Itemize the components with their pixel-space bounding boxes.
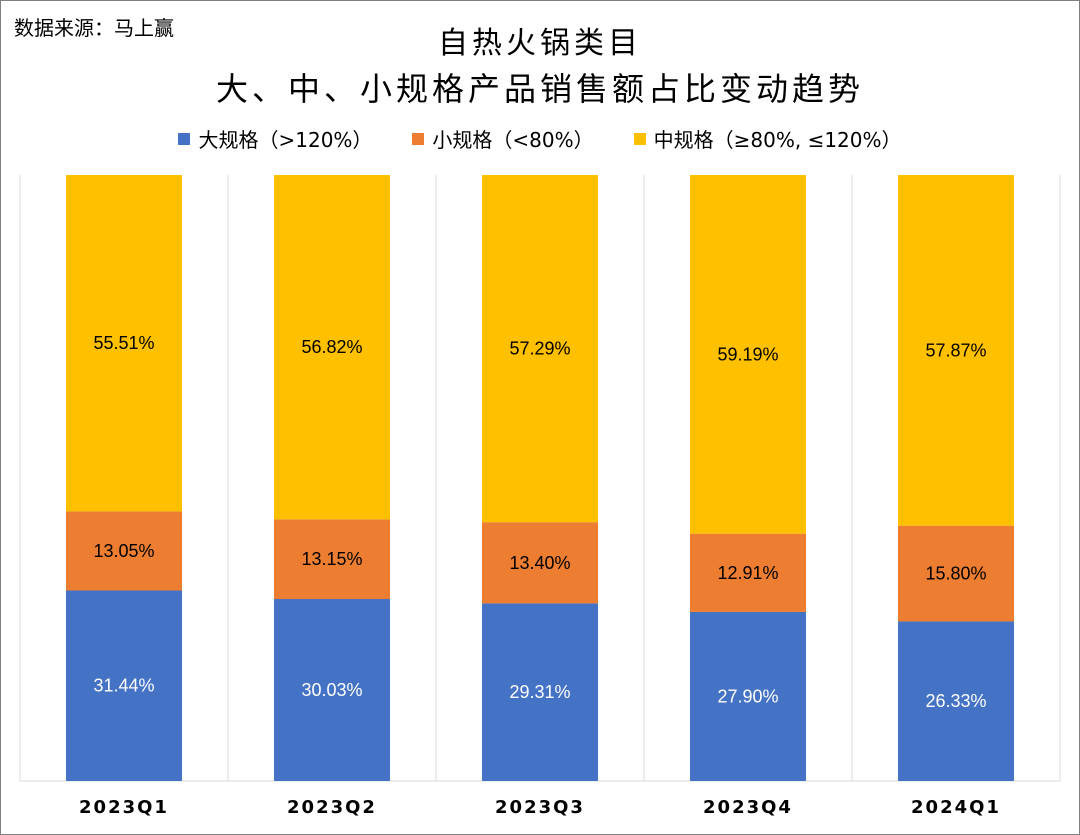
legend-item-large: 大规格（>120%） xyxy=(178,124,372,153)
chart-title: 自热火锅类目 xyxy=(438,26,642,61)
x-tick-label: 2023Q4 xyxy=(703,797,793,818)
data-label: 12.91% xyxy=(717,563,778,583)
x-tick-label: 2023Q3 xyxy=(495,797,585,818)
data-label: 13.05% xyxy=(93,541,154,561)
data-label: 57.87% xyxy=(925,340,986,360)
bar-segment xyxy=(482,522,598,604)
data-label: 13.40% xyxy=(509,553,570,573)
bar-segment xyxy=(690,175,806,534)
data-label: 30.03% xyxy=(301,680,362,700)
bar-segment xyxy=(898,621,1014,781)
data-label: 26.33% xyxy=(925,691,986,711)
x-tick-label: 2024Q1 xyxy=(911,797,1001,818)
legend-label-small: 小规格（<80%） xyxy=(432,128,594,152)
bar-segment xyxy=(482,603,598,781)
legend-swatch-large xyxy=(178,132,191,145)
data-label: 27.90% xyxy=(717,686,778,706)
bar-segment xyxy=(274,175,390,520)
legend-label-large: 大规格（>120%） xyxy=(198,128,373,152)
data-label: 59.19% xyxy=(717,344,778,364)
legend-swatch-small xyxy=(412,132,425,145)
legend-swatch-medium xyxy=(633,132,646,145)
legend: 大规格（>120%） 小规格（<80%） 中规格（≥80%, ≤120%） xyxy=(0,124,1080,153)
data-label: 57.29% xyxy=(509,339,570,359)
bar-segment xyxy=(66,511,182,591)
data-source-note: 数据来源：马上赢 xyxy=(14,16,174,40)
bar-segment xyxy=(274,519,390,600)
data-label: 29.31% xyxy=(509,682,570,702)
legend-item-small: 小规格（<80%） xyxy=(412,124,594,153)
bar-segment xyxy=(898,175,1014,526)
bar-segment xyxy=(690,611,806,781)
chart-subtitle: 大、中、小规格产品销售额占比变动趋势 xyxy=(215,70,864,108)
data-label: 13.15% xyxy=(301,549,362,569)
bar-segment xyxy=(690,533,806,612)
bar-segment xyxy=(274,599,390,781)
bar-segment xyxy=(66,175,182,512)
legend-label-medium: 中规格（≥80%, ≤120%） xyxy=(653,128,902,152)
x-tick-label: 2023Q2 xyxy=(287,797,377,818)
bar-segment xyxy=(898,525,1014,622)
data-label: 31.44% xyxy=(93,676,154,696)
data-label: 56.82% xyxy=(301,337,362,357)
data-label: 15.80% xyxy=(925,564,986,584)
bar-segment xyxy=(482,175,598,523)
bar-segment xyxy=(66,590,182,781)
x-tick-label: 2023Q1 xyxy=(79,797,169,818)
data-label: 55.51% xyxy=(93,333,154,353)
legend-item-medium: 中规格（≥80%, ≤120%） xyxy=(633,124,902,153)
